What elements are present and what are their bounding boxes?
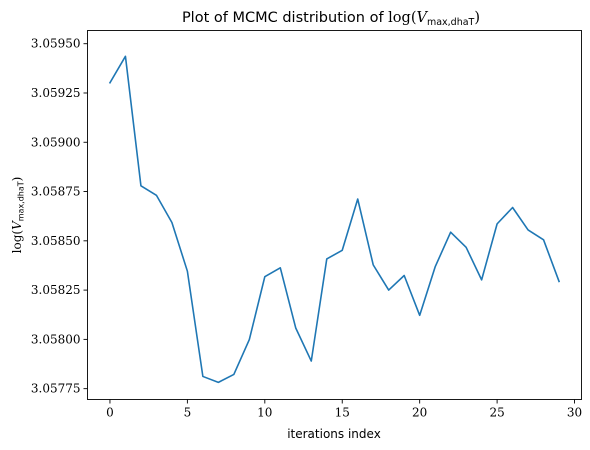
- y-tick-label: 3.05775: [31, 382, 81, 396]
- y-tick-label: 3.05825: [31, 283, 81, 297]
- x-tick-label: 10: [257, 406, 272, 420]
- chart-title-subscript: max,dhaT: [427, 17, 475, 28]
- chart-title-var: V: [416, 10, 428, 26]
- y-axis-label: log(Vmax,dhaT): [10, 177, 26, 254]
- y-tick-label: 3.05875: [31, 185, 81, 199]
- chart-title: Plot of MCMC distribution of log(Vmax,dh…: [182, 10, 480, 28]
- x-axis: 0 5 10 15 20 25 30: [106, 399, 582, 420]
- x-tick-label: 30: [567, 406, 582, 420]
- x-tick-label: 0: [106, 406, 114, 420]
- y-axis-label-close: ): [10, 177, 24, 182]
- plot-frame: [87, 30, 582, 400]
- x-axis-label: iterations index: [287, 427, 381, 441]
- chart-title-close: ): [474, 10, 480, 26]
- y-axis-label-var: V: [10, 220, 24, 230]
- x-tick-label: 5: [184, 406, 192, 420]
- x-tick-label: 15: [335, 406, 350, 420]
- y-tick-label: 3.05950: [31, 37, 81, 51]
- chart-title-prefix: Plot of MCMC distribution of: [182, 10, 388, 26]
- y-axis-label-func: log(: [10, 230, 24, 253]
- y-axis-label-subscript: max,dhaT: [17, 181, 26, 221]
- y-tick-label: 3.05800: [31, 332, 81, 346]
- x-tick-label: 25: [489, 406, 504, 420]
- chart-title-func: log(: [388, 10, 416, 26]
- series-line: [108, 55, 561, 384]
- y-tick-label: 3.05900: [31, 135, 81, 149]
- y-axis: 3.05775 3.05800 3.05825 3.05850 3.05875 3.059…: [31, 37, 88, 396]
- y-tick-label: 3.05925: [31, 86, 81, 100]
- y-tick-label: 3.05850: [31, 234, 81, 248]
- series-group: [108, 55, 561, 384]
- x-tick-label: 20: [412, 406, 427, 420]
